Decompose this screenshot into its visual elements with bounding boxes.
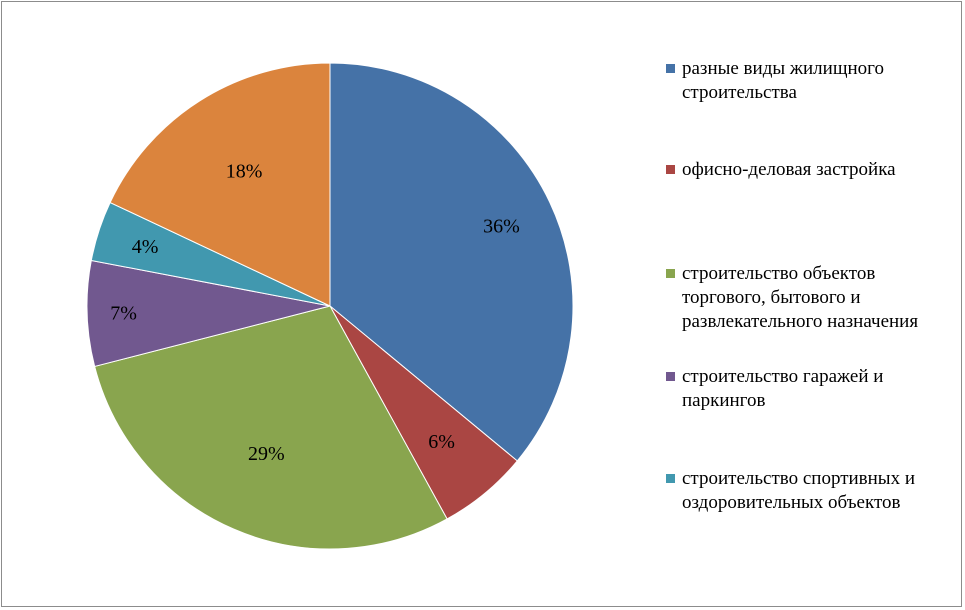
legend-label: строительство гаражей и паркингов	[682, 366, 884, 411]
pie-slice	[94, 305, 448, 550]
pie-slice	[329, 62, 574, 462]
pie-slice	[109, 62, 331, 307]
slice-data-label: 7%	[110, 302, 137, 324]
legend-swatch	[666, 474, 675, 483]
legend-label: офисно-деловая застройка	[682, 159, 896, 180]
legend-item-housing: разные виды жилищного строительства	[666, 57, 956, 105]
slice-data-label: 29%	[248, 443, 285, 465]
legend-swatch	[666, 372, 675, 381]
legend-label: строительство объектов торгового, бытово…	[682, 263, 919, 332]
legend-item-trade: строительство объектов торгового, бытово…	[666, 262, 956, 334]
slice-data-label: 36%	[483, 215, 520, 237]
slice-data-label: 18%	[226, 161, 263, 183]
pie-slice	[86, 259, 331, 368]
slice-data-label: 6%	[428, 431, 455, 453]
legend-swatch	[666, 165, 675, 174]
legend-swatch	[666, 64, 675, 73]
legend-item-sports: строительство спортивных и оздоровительн…	[666, 467, 956, 515]
legend-item-garages: строительство гаражей и паркингов	[666, 365, 956, 413]
legend-swatch	[666, 269, 675, 278]
slice-data-label: 4%	[132, 236, 159, 258]
legend-label: строительство спортивных и оздоровительн…	[682, 468, 915, 513]
legend-label: разные виды жилищного строительства	[682, 58, 884, 103]
legend-item-office: офисно-деловая застройка	[666, 158, 956, 182]
